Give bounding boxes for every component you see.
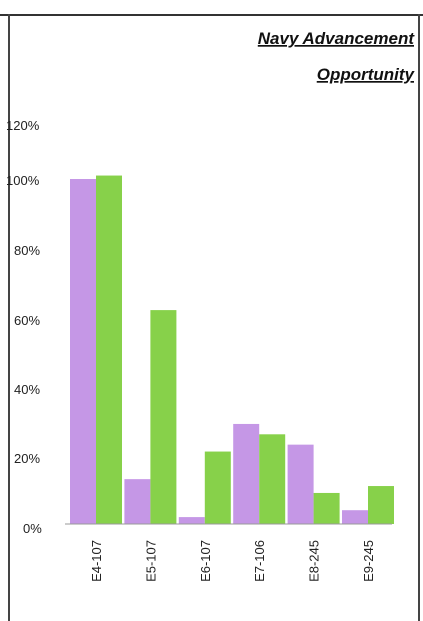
chart-title-line-1: Navy Advancement — [258, 29, 416, 48]
x-tick-label: E4-107 — [89, 540, 104, 582]
bar-series2-e9-245 — [368, 486, 394, 524]
bar-series2-e5-107 — [150, 310, 177, 524]
bar-series1-e6-107 — [178, 517, 205, 524]
y-tick-label: 20% — [14, 451, 40, 466]
x-tick-label: E5-107 — [143, 540, 158, 582]
y-tick-label: 0% — [23, 521, 42, 536]
bar-series2-e7-106 — [259, 434, 286, 524]
y-tick-label: 40% — [14, 382, 40, 397]
bar-series1-e7-106 — [233, 423, 260, 524]
bar-series1-e9-245 — [342, 510, 368, 524]
x-tick-label: E6-107 — [198, 540, 213, 582]
x-tick-label: E8-245 — [307, 540, 322, 582]
y-tick-label: 80% — [14, 243, 40, 258]
x-tick-label: E9-245 — [361, 540, 376, 582]
frame-right-border — [418, 14, 420, 621]
x-tick-labels: E4-107 E5-107 E6-107 E7-106 E8-245 E9-245 — [89, 540, 376, 582]
bar-series2-e4-107 — [96, 175, 122, 525]
bars-group — [70, 175, 394, 525]
frame-left-border — [8, 14, 10, 621]
y-tick-label: 100% — [6, 173, 40, 188]
bar-series2-e8-245 — [313, 492, 340, 524]
bar-series1-e5-107 — [124, 479, 151, 524]
x-tick-label: E7-106 — [252, 540, 267, 582]
frame-top-border — [0, 0, 423, 16]
y-tick-label: 120% — [6, 118, 40, 133]
bar-series1-e4-107 — [70, 179, 96, 524]
y-tick-label: 60% — [14, 313, 40, 328]
chart-title-line-2: Opportunity — [317, 65, 416, 84]
bar-series1-e8-245 — [287, 444, 314, 524]
bar-series2-e6-107 — [204, 451, 231, 524]
